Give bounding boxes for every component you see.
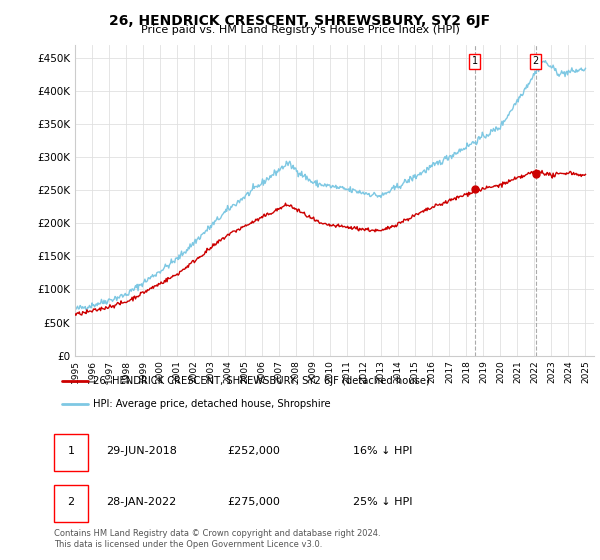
Text: Contains HM Land Registry data © Crown copyright and database right 2024.
This d: Contains HM Land Registry data © Crown c… bbox=[54, 529, 380, 549]
Text: 29-JUN-2018: 29-JUN-2018 bbox=[107, 446, 178, 456]
Text: £252,000: £252,000 bbox=[227, 446, 280, 456]
FancyBboxPatch shape bbox=[54, 484, 88, 521]
Text: 26, HENDRICK CRESCENT, SHREWSBURY, SY2 6JF: 26, HENDRICK CRESCENT, SHREWSBURY, SY2 6… bbox=[109, 14, 491, 28]
Text: 2: 2 bbox=[533, 57, 539, 66]
Text: £275,000: £275,000 bbox=[227, 497, 280, 507]
Text: 1: 1 bbox=[68, 446, 74, 456]
Text: 16% ↓ HPI: 16% ↓ HPI bbox=[353, 446, 413, 456]
Text: 2: 2 bbox=[67, 497, 74, 507]
Text: 26, HENDRICK CRESCENT, SHREWSBURY, SY2 6JF (detached house): 26, HENDRICK CRESCENT, SHREWSBURY, SY2 6… bbox=[94, 376, 430, 386]
Text: Price paid vs. HM Land Registry's House Price Index (HPI): Price paid vs. HM Land Registry's House … bbox=[140, 25, 460, 35]
Text: 25% ↓ HPI: 25% ↓ HPI bbox=[353, 497, 413, 507]
Text: HPI: Average price, detached house, Shropshire: HPI: Average price, detached house, Shro… bbox=[94, 399, 331, 409]
Text: 28-JAN-2022: 28-JAN-2022 bbox=[107, 497, 177, 507]
Text: 1: 1 bbox=[472, 57, 478, 66]
FancyBboxPatch shape bbox=[54, 434, 88, 471]
